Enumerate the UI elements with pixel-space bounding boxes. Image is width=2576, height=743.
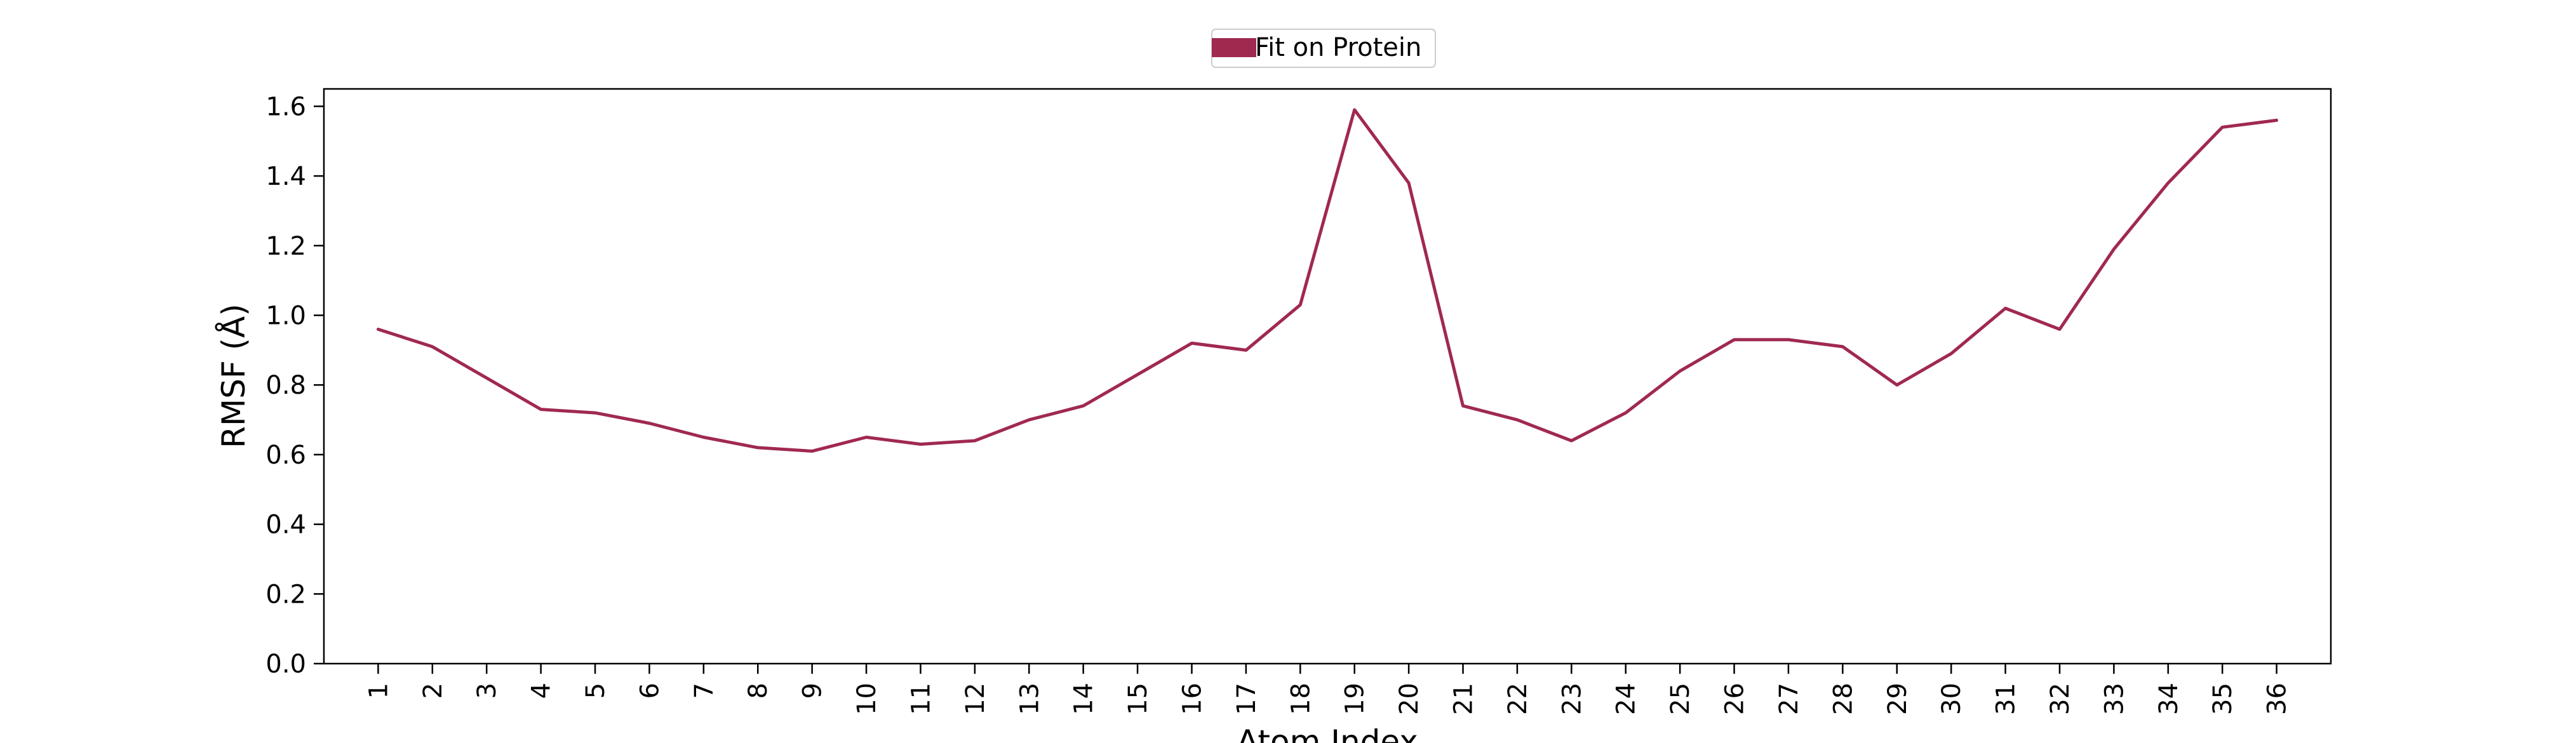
- x-tick-label: 5: [581, 683, 610, 699]
- legend-label: Fit on Protein: [1255, 33, 1421, 62]
- x-tick-label: 28: [1828, 683, 1858, 715]
- x-tick-label: 30: [1937, 683, 1966, 715]
- x-tick-label: 21: [1449, 683, 1479, 715]
- x-tick-label: 20: [1395, 683, 1424, 715]
- legend: Fit on Protein: [1211, 29, 1436, 68]
- x-tick-label: 2: [419, 683, 448, 699]
- y-tick-label: 0.0: [265, 650, 306, 679]
- x-tick-label: 13: [1015, 683, 1044, 715]
- x-tick-label: 29: [1883, 683, 1912, 715]
- x-tick-label: 35: [2208, 683, 2237, 715]
- x-tick-label: 16: [1177, 683, 1207, 715]
- x-tick-label: 26: [1721, 683, 1750, 715]
- x-tick-label: 36: [2263, 683, 2292, 715]
- series-line-fit-on-protein: [376, 108, 2279, 453]
- x-tick-label: 4: [527, 683, 556, 699]
- x-tick-label: 10: [852, 683, 882, 715]
- x-tick-label: 8: [744, 683, 773, 699]
- x-tick-label: 22: [1503, 683, 1533, 715]
- x-tick-label: 33: [2100, 683, 2129, 715]
- x-tick-label: 18: [1286, 683, 1315, 715]
- x-tick-label: 19: [1341, 683, 1370, 715]
- x-tick-label: 3: [473, 683, 502, 699]
- x-tick-label: 1: [364, 683, 393, 699]
- x-tick-label: 34: [2154, 683, 2184, 715]
- legend-swatch: [1212, 38, 1256, 57]
- x-tick-label: 14: [1070, 683, 1099, 715]
- x-tick-label: 27: [1774, 683, 1804, 715]
- x-tick-label: 32: [2046, 683, 2075, 715]
- x-tick-label: 6: [635, 683, 664, 699]
- x-axis-title: Atom Index: [1237, 723, 1418, 743]
- y-tick-label: 0.8: [265, 371, 306, 400]
- x-axis: 1 2 3 4 5 6 7 8 9 10 11 12 13 14 15 16 17 18 19 20 21 22 23 24 2…: [364, 664, 2292, 715]
- x-tick-label: 24: [1612, 683, 1641, 715]
- y-tick-label: 1.0: [265, 302, 306, 331]
- y-tick-label: 0.4: [265, 511, 306, 540]
- y-tick-label: 1.2: [265, 232, 306, 261]
- x-tick-label: 11: [906, 683, 936, 715]
- x-tick-label: 23: [1557, 683, 1587, 715]
- series-layer: [376, 108, 2279, 453]
- y-tick-label: 0.2: [265, 580, 306, 609]
- x-tick-label: 25: [1666, 683, 1695, 715]
- plot-area-frame: [323, 88, 2332, 665]
- x-tick-label: 9: [798, 683, 828, 699]
- y-axis: 0.0 0.2 0.4 0.6 0.8 1.0 1.2 1.4 1.6: [265, 92, 324, 679]
- x-tick-label: 15: [1124, 683, 1153, 715]
- x-tick-label: 31: [1992, 683, 2021, 715]
- y-axis-title: RMSF (Å): [215, 304, 252, 448]
- x-tick-label: 17: [1232, 683, 1261, 715]
- y-tick-label: 1.4: [265, 162, 306, 191]
- x-tick-label: 12: [961, 683, 990, 715]
- x-tick-label: 7: [690, 683, 719, 699]
- y-tick-label: 1.6: [265, 92, 306, 121]
- y-tick-label: 0.6: [265, 441, 306, 470]
